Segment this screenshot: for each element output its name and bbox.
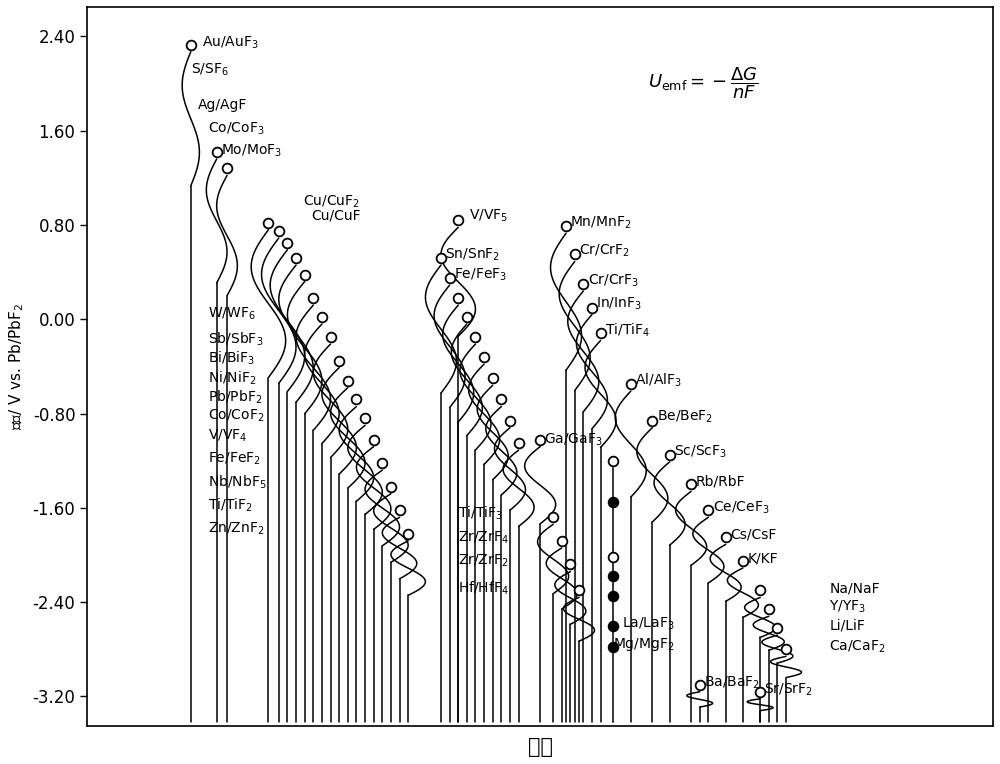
Text: Cu/CuF: Cu/CuF bbox=[312, 209, 361, 222]
Text: Zr/ZrF$_2$: Zr/ZrF$_2$ bbox=[458, 552, 509, 569]
Text: Ga/GaF$_3$: Ga/GaF$_3$ bbox=[544, 432, 603, 448]
Text: Ca/CaF$_2$: Ca/CaF$_2$ bbox=[829, 639, 886, 656]
Text: Sc/ScF$_3$: Sc/ScF$_3$ bbox=[674, 443, 727, 459]
Text: Mg/MgF$_2$: Mg/MgF$_2$ bbox=[613, 636, 675, 653]
Text: Cs/CsF: Cs/CsF bbox=[730, 528, 776, 542]
Text: Cr/CrF$_2$: Cr/CrF$_2$ bbox=[579, 243, 630, 259]
Text: Be/BeF$_2$: Be/BeF$_2$ bbox=[657, 409, 713, 426]
Text: V/VF$_5$: V/VF$_5$ bbox=[469, 207, 508, 224]
Text: Mo/MoF$_3$: Mo/MoF$_3$ bbox=[221, 143, 282, 159]
Text: Au/AuF$_3$: Au/AuF$_3$ bbox=[202, 34, 259, 50]
Text: K/KF: K/KF bbox=[747, 552, 778, 565]
Text: Fe/FeF$_3$: Fe/FeF$_3$ bbox=[454, 267, 507, 283]
X-axis label: 材料: 材料 bbox=[528, 737, 553, 757]
Text: $U_{\mathrm{emf}} = -\dfrac{\Delta G}{nF}$: $U_{\mathrm{emf}} = -\dfrac{\Delta G}{nF… bbox=[648, 66, 759, 102]
Text: Ce/CeF$_3$: Ce/CeF$_3$ bbox=[713, 500, 769, 516]
Text: Hf/HfF$_4$: Hf/HfF$_4$ bbox=[458, 579, 509, 597]
Text: W/WF$_6$: W/WF$_6$ bbox=[208, 305, 256, 322]
Text: Na/NaF: Na/NaF bbox=[829, 581, 880, 595]
Text: La/LaF$_3$: La/LaF$_3$ bbox=[622, 615, 675, 632]
Text: Li/LiF: Li/LiF bbox=[829, 619, 865, 633]
Text: Ti/TiF$_4$: Ti/TiF$_4$ bbox=[605, 321, 650, 338]
Text: Zr/ZrF$_4$: Zr/ZrF$_4$ bbox=[458, 529, 509, 545]
Text: Ba/BaF$_2$: Ba/BaF$_2$ bbox=[704, 674, 760, 691]
Text: Rb/RbF: Rb/RbF bbox=[695, 475, 745, 489]
Text: Zn/ZnF$_2$: Zn/ZnF$_2$ bbox=[208, 521, 265, 537]
Text: Nb/NbF$_5$: Nb/NbF$_5$ bbox=[208, 473, 267, 490]
Y-axis label: 電位/ V vs. Pb/PbF$_2$: 電位/ V vs. Pb/PbF$_2$ bbox=[7, 303, 26, 430]
Text: Sn/SnF$_2$: Sn/SnF$_2$ bbox=[445, 246, 500, 263]
Text: Co/CoF$_2$: Co/CoF$_2$ bbox=[208, 408, 264, 424]
Text: Sr/SrF$_2$: Sr/SrF$_2$ bbox=[764, 681, 813, 698]
Text: S/SF$_6$: S/SF$_6$ bbox=[191, 61, 229, 78]
Text: Sb/SbF$_3$: Sb/SbF$_3$ bbox=[208, 331, 263, 348]
Text: Ti/TiF$_3$: Ti/TiF$_3$ bbox=[458, 505, 503, 523]
Text: V/VF$_4$: V/VF$_4$ bbox=[208, 428, 247, 444]
Text: Mn/MnF$_2$: Mn/MnF$_2$ bbox=[570, 215, 632, 231]
Text: Fe/FeF$_2$: Fe/FeF$_2$ bbox=[208, 450, 261, 467]
Text: Cu/CuF$_2$: Cu/CuF$_2$ bbox=[303, 193, 360, 209]
Text: Pb/PbF$_2$: Pb/PbF$_2$ bbox=[208, 388, 262, 406]
Text: Ag/AgF: Ag/AgF bbox=[198, 98, 247, 112]
Text: Cr/CrF$_3$: Cr/CrF$_3$ bbox=[588, 272, 639, 289]
Text: Al/AlF$_3$: Al/AlF$_3$ bbox=[635, 372, 682, 390]
Text: Bi/BiF$_3$: Bi/BiF$_3$ bbox=[208, 349, 255, 367]
Text: Ti/TiF$_2$: Ti/TiF$_2$ bbox=[208, 497, 253, 514]
Text: Co/CoF$_3$: Co/CoF$_3$ bbox=[208, 120, 265, 137]
Text: Y/YF$_3$: Y/YF$_3$ bbox=[829, 599, 866, 615]
Text: In/InF$_3$: In/InF$_3$ bbox=[596, 296, 642, 312]
Text: Ni/NiF$_2$: Ni/NiF$_2$ bbox=[208, 370, 257, 387]
